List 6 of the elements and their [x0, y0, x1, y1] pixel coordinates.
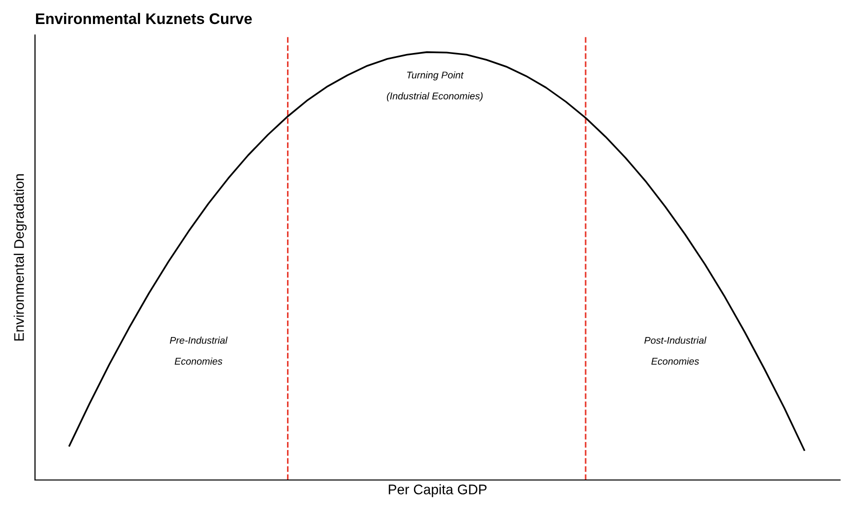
chart-title: Environmental Kuznets Curve — [36, 12, 252, 24]
x-axis-title: Per Capita GDP — [388, 484, 487, 498]
text: Post-Industrial Economies — [644, 336, 706, 365]
text: Pre-Industrial Economies — [170, 336, 228, 365]
y-axis-title: Environmental Degradation — [14, 174, 27, 341]
text: Turning Point (Industrial Economies) — [386, 71, 483, 102]
